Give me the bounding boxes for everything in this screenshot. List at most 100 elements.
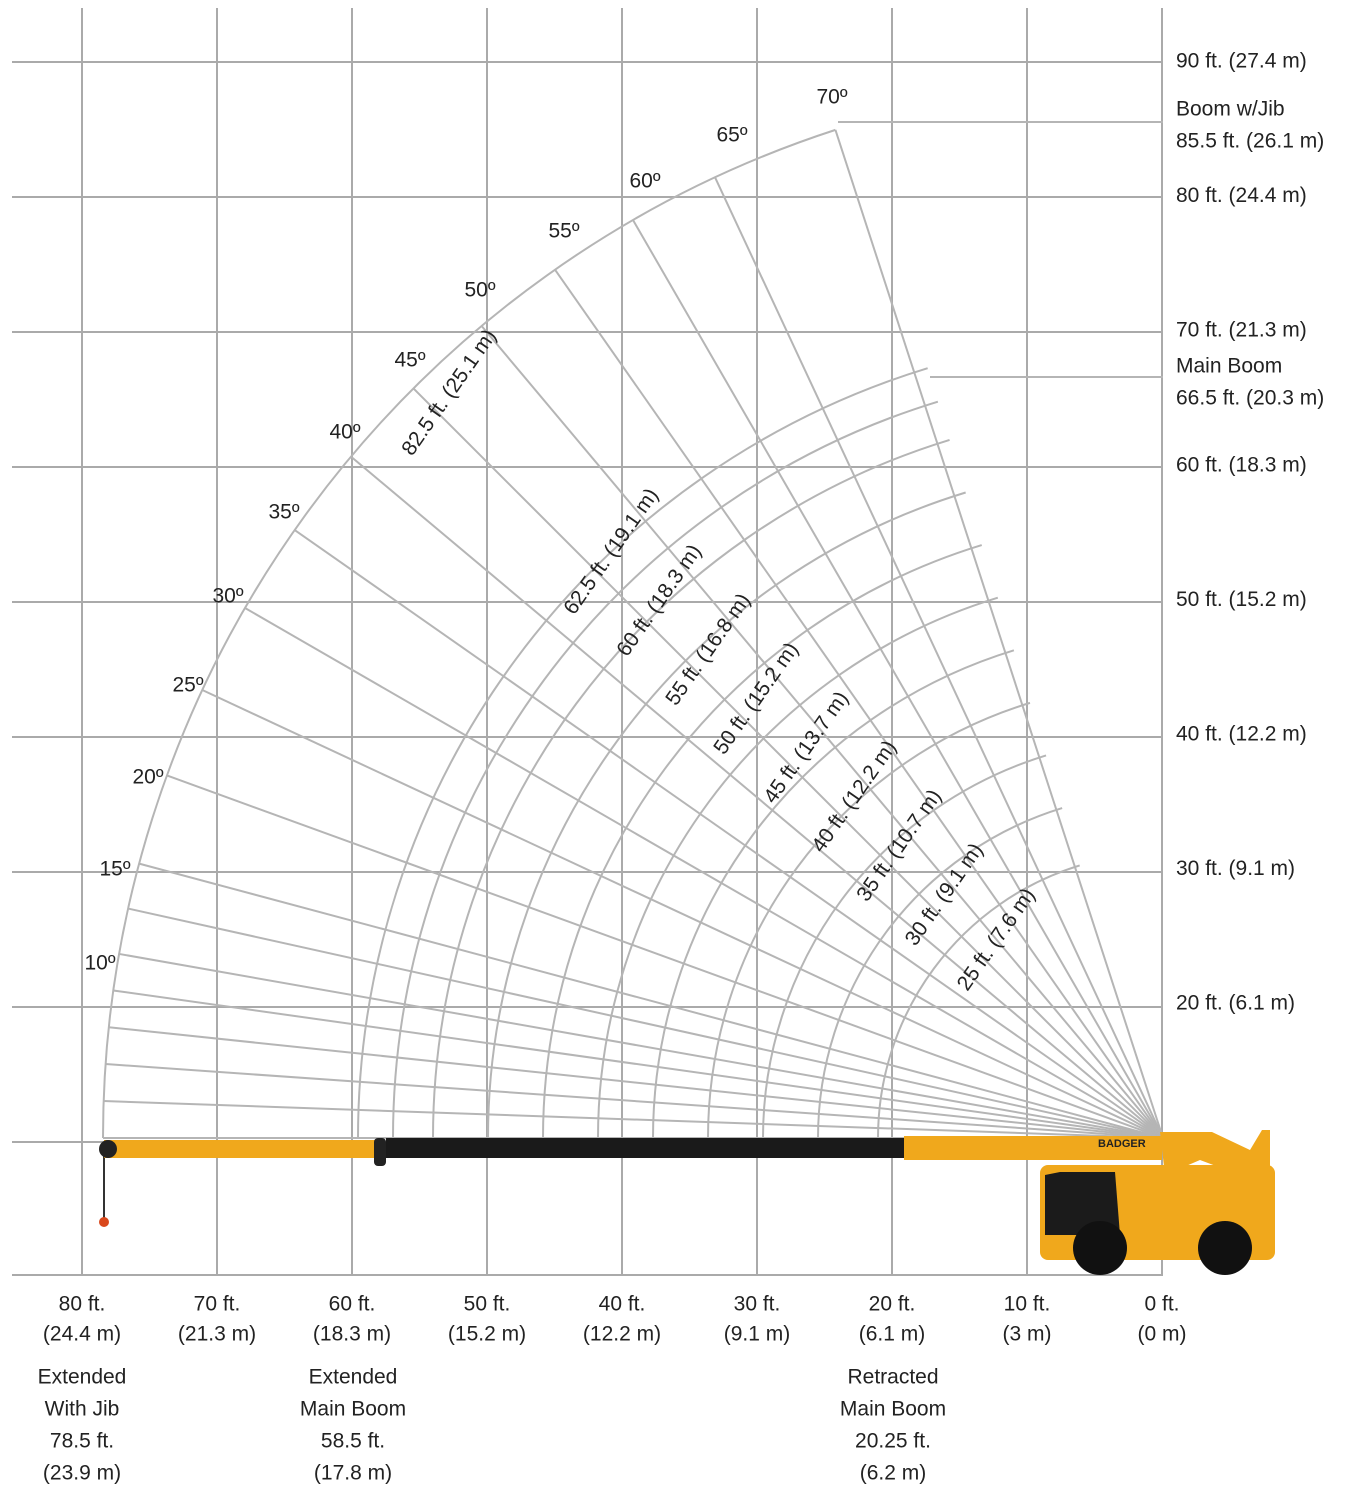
angle-label: 60º	[629, 170, 660, 193]
range-arc	[707, 701, 1031, 1139]
y-label: 50 ft. (15.2 m)	[1176, 588, 1307, 611]
angle-label: 50º	[464, 279, 495, 302]
reach-note: With Jib	[45, 1398, 120, 1421]
y-label: 60 ft. (18.3 m)	[1176, 453, 1307, 476]
angle-label: 25º	[172, 674, 203, 697]
angle-label: 10º	[84, 952, 115, 975]
x-label-ft: 20 ft.	[869, 1293, 916, 1316]
height-note: 85.5 ft. (26.1 m)	[1176, 130, 1324, 153]
x-label-m: (9.1 m)	[724, 1323, 791, 1346]
reach-note: (17.8 m)	[314, 1462, 392, 1485]
radial-line	[632, 219, 1164, 1139]
x-label-m: (15.2 m)	[448, 1323, 526, 1346]
x-label-ft: 60 ft.	[329, 1293, 376, 1316]
radial-line	[350, 455, 1164, 1139]
angle-label: 70º	[816, 86, 847, 109]
angle-label: 20º	[132, 766, 163, 789]
radial-line	[138, 862, 1164, 1139]
jib	[104, 1140, 380, 1158]
reach-note: Main Boom	[300, 1398, 406, 1421]
radial-line	[834, 129, 1164, 1139]
reach-note: Extended	[38, 1366, 127, 1389]
y-label: 70 ft. (21.3 m)	[1176, 319, 1307, 342]
range-arc	[542, 544, 983, 1139]
jib-joint	[374, 1138, 386, 1166]
height-note: Boom w/Jib	[1176, 98, 1285, 121]
x-label-m: (6.1 m)	[859, 1323, 926, 1346]
range-arc	[762, 754, 1047, 1139]
reach-note: (6.2 m)	[860, 1462, 927, 1485]
x-label-m: (24.4 m)	[43, 1323, 121, 1346]
x-label-m: (18.3 m)	[313, 1323, 391, 1346]
radial-line	[480, 325, 1164, 1139]
reach-note: 78.5 ft.	[50, 1430, 114, 1453]
y-label: 90 ft. (27.4 m)	[1176, 50, 1307, 73]
height-note: Main Boom	[1176, 355, 1282, 378]
angle-label: 15º	[99, 858, 130, 881]
radial-line	[714, 176, 1164, 1139]
radial-line	[113, 989, 1164, 1139]
y-label: 80 ft. (24.4 m)	[1176, 184, 1307, 207]
x-label-ft: 0 ft.	[1144, 1293, 1179, 1316]
x-label-m: (21.3 m)	[178, 1323, 256, 1346]
range-arc	[357, 367, 928, 1139]
boom-length-label: 82.5 ft. (25.1 m)	[397, 325, 501, 460]
jib-tip	[99, 1140, 117, 1158]
wheel	[1073, 1221, 1127, 1275]
wheel	[1198, 1221, 1252, 1275]
x-label-ft: 10 ft.	[1004, 1293, 1051, 1316]
radial-line	[412, 387, 1164, 1139]
range-arc	[817, 807, 1063, 1139]
angle-label: 55º	[548, 220, 579, 243]
x-label-m: (0 m)	[1138, 1323, 1187, 1346]
angle-label: 45º	[394, 349, 425, 372]
radial-line	[201, 689, 1164, 1139]
reach-note: 58.5 ft.	[321, 1430, 385, 1453]
boom-length-label: 30 ft. (9.1 m)	[901, 839, 988, 950]
radial-line	[294, 529, 1164, 1139]
range-arc	[652, 649, 1015, 1139]
x-label-m: (12.2 m)	[583, 1323, 661, 1346]
reach-note: Main Boom	[840, 1398, 946, 1421]
angle-label: 35º	[268, 501, 299, 524]
x-label-ft: 50 ft.	[464, 1293, 511, 1316]
reach-note: 20.25 ft.	[855, 1430, 931, 1453]
range-arc	[432, 438, 950, 1139]
height-note: 66.5 ft. (20.3 m)	[1176, 387, 1324, 410]
range-arc	[102, 128, 836, 1139]
angle-label: 65º	[716, 124, 747, 147]
angle-label: 30º	[212, 585, 243, 608]
radial-line	[108, 1026, 1164, 1139]
boom-base	[904, 1136, 1162, 1160]
x-label-ft: 80 ft.	[59, 1293, 106, 1316]
hook	[99, 1217, 109, 1227]
reach-note: (23.9 m)	[43, 1462, 121, 1485]
radial-line	[105, 1063, 1164, 1139]
main-boom	[386, 1138, 906, 1158]
range-arc	[877, 864, 1080, 1139]
x-label-ft: 40 ft.	[599, 1293, 646, 1316]
x-label-ft: 30 ft.	[734, 1293, 781, 1316]
boom-length-label: 35 ft. (10.7 m)	[852, 785, 946, 905]
radial-line	[166, 774, 1164, 1139]
boom-mount	[1160, 1130, 1270, 1175]
y-label: 20 ft. (6.1 m)	[1176, 992, 1295, 1015]
radial-line	[127, 907, 1164, 1139]
radial-line	[244, 607, 1164, 1139]
x-label-ft: 70 ft.	[194, 1293, 241, 1316]
logo: BADGER	[1098, 1138, 1146, 1150]
radial-line	[103, 1100, 1164, 1139]
range-arc	[392, 400, 939, 1139]
reach-note: Extended	[309, 1366, 398, 1389]
angle-label: 40º	[329, 421, 360, 444]
range-arc	[487, 491, 966, 1139]
cab	[1045, 1172, 1120, 1235]
radial-line	[118, 952, 1164, 1139]
y-label: 30 ft. (9.1 m)	[1176, 857, 1295, 880]
reach-note: Retracted	[847, 1366, 938, 1389]
x-label-m: (3 m)	[1003, 1323, 1052, 1346]
radial-line	[554, 269, 1164, 1139]
range-arc	[597, 596, 999, 1139]
y-label: 40 ft. (12.2 m)	[1176, 723, 1307, 746]
